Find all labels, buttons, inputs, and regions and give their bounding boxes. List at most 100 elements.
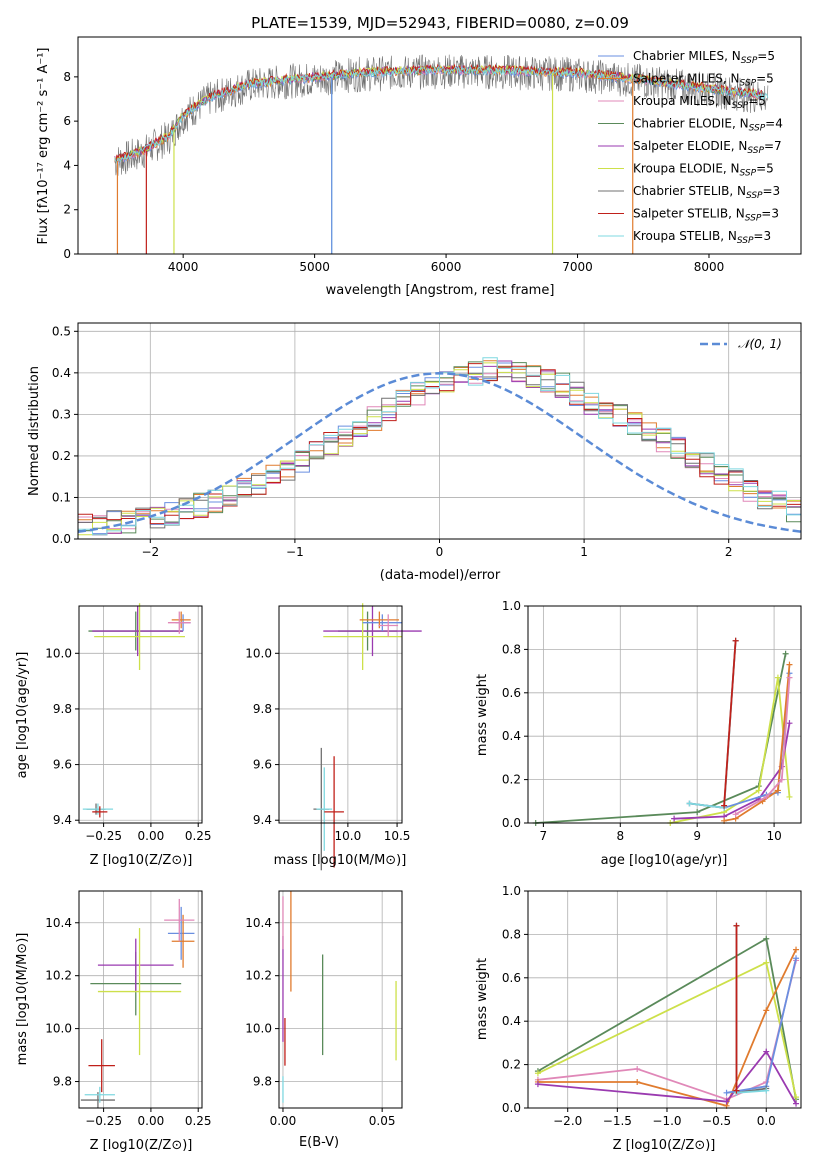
x-tick-label: 0.00	[138, 1114, 165, 1128]
y-tick-label: 10.0	[45, 646, 72, 660]
y-tick-label: 0.4	[502, 1014, 521, 1028]
x-tick-label: 0.05	[369, 1114, 396, 1128]
age-vs-metallicity-panel: −0.25 0.00 0.25 9.4 9.6 9.8 10.0 Z [log10(Z/Z⊙)…	[15, 603, 212, 868]
panel-xlabel: Z [log10(Z/Z⊙)]	[90, 853, 193, 868]
legend-label-cstelib: Chabrier STELIB, NSSP=3	[633, 184, 780, 201]
panel-ylabel: age [log10(age/yr)]	[15, 652, 30, 779]
y-tick-label: 10.4	[45, 916, 72, 930]
axes-frame	[278, 605, 403, 824]
x-tick-label: 2	[725, 545, 733, 559]
y-tick-label: 9.6	[253, 758, 272, 772]
panel-xlabel: Z [log10(Z/Z⊙)]	[613, 1138, 716, 1153]
histogram-step-kstelib	[78, 357, 801, 536]
x-tick-label: 0.25	[185, 1114, 212, 1128]
weight-marker-smiles	[634, 1078, 641, 1085]
legend-label-smiles: Salpeter MILES, NSSP=5	[633, 72, 774, 89]
y-tick-label: 10.4	[245, 916, 272, 930]
weight-marker-kelodie	[774, 674, 781, 681]
y-tick-label: 9.6	[53, 758, 72, 772]
axes-frame	[77, 36, 802, 255]
y-tick-label: 0.2	[52, 449, 71, 463]
weight-marker-sstelib	[733, 1087, 740, 1094]
y-tick-label: 0.0	[52, 532, 71, 546]
x-tick-label: 0.00	[138, 829, 165, 843]
histogram-ylabel: Normed distribution	[27, 366, 42, 496]
gaussian-curve	[77, 372, 802, 533]
y-tick-label: 9.8	[253, 702, 272, 716]
legend-label-selodie: Salpeter ELODIE, NSSP=7	[633, 139, 782, 156]
y-tick-label: 4	[63, 158, 71, 172]
y-tick-label: 9.8	[253, 1075, 272, 1089]
x-tick-label: 8	[616, 829, 624, 843]
x-tick-label: 5000	[299, 260, 330, 274]
spectrum-line-cstelib	[114, 54, 769, 176]
x-tick-label: 7000	[562, 260, 593, 274]
weight-marker-kelodie	[763, 959, 770, 966]
weight-marker-kelodie	[534, 1070, 541, 1077]
massweight-vs-age-panel: 7 8 9 10 0.0 0.2 0.4 0.6 0.8 1.0 age [log10(age/yr…	[502, 599, 802, 868]
histogram-xlabel: (data-model)/error	[380, 568, 501, 583]
y-tick-label: 0.0	[502, 816, 521, 830]
panel-ylabel: mass [log10(M/M⊙)]	[15, 933, 30, 1066]
x-tick-label: 7	[540, 829, 548, 843]
y-tick-label: 0.3	[52, 407, 71, 421]
y-tick-label: 0.5	[52, 324, 71, 338]
x-tick-label: −1.0	[652, 1114, 681, 1128]
y-tick-label: 0.6	[502, 686, 521, 700]
weight-marker-selodie	[793, 1100, 800, 1107]
weight-marker-cmiles	[723, 1089, 730, 1096]
axes-frame	[527, 605, 802, 824]
x-tick-label: −1.5	[603, 1114, 632, 1128]
weight-marker-kmiles	[786, 674, 793, 681]
y-tick-label: 0.8	[502, 927, 521, 941]
spectrum-panel: 4000 5000 6000 7000 8000 0 2 4 6 8 Chabrier MILES,…	[36, 36, 802, 274]
x-tick-label: 0	[436, 545, 444, 559]
y-tick-label: 0.1	[52, 490, 71, 504]
y-tick-label: 1.0	[502, 599, 521, 613]
weight-line-cstelib	[689, 640, 737, 809]
y-tick-label: 0.6	[502, 971, 521, 985]
x-tick-label: 1	[580, 545, 588, 559]
mass-vs-ebv-panel: 0.00 0.05 9.8 10.0 10.2 10.4	[245, 890, 403, 1128]
y-tick-label: 9.8	[53, 702, 72, 716]
panel-xlabel: mass [log10(M/M⊙)]	[274, 853, 407, 868]
weight-line-kelodie	[670, 677, 791, 824]
y-tick-label: 0.4	[502, 729, 521, 743]
y-tick-label: 10.2	[245, 969, 272, 983]
weight-marker-sstelib	[733, 922, 740, 929]
legend-label-celodie: Chabrier ELODIE, NSSP=4	[633, 117, 783, 134]
x-tick-label: 6000	[431, 260, 462, 274]
axes-frame	[78, 890, 203, 1109]
weight-marker-cmiles	[793, 955, 800, 962]
x-tick-label: −0.25	[85, 1114, 122, 1128]
y-tick-label: 2	[63, 203, 71, 217]
legend-label-cmiles: Chabrier MILES, NSSP=5	[633, 49, 775, 66]
x-tick-label: 9	[693, 829, 701, 843]
axes-frame	[78, 605, 203, 824]
y-tick-label: 10.2	[45, 969, 72, 983]
weight-line-selodie	[537, 1050, 797, 1105]
y-tick-label: 9.4	[253, 813, 272, 827]
weight-marker-kstelib	[686, 800, 693, 807]
residual-histogram-panel: −2 −1 0 1 2 0.0 0.1 0.2 0.3 0.4 0.5 𝒩(0, 1)	[52, 322, 802, 559]
weight-marker-smiles	[763, 1007, 770, 1014]
x-tick-label: 10	[766, 829, 781, 843]
mwage-ylabel: mass weight	[475, 674, 490, 756]
weight-marker-celodie	[694, 809, 701, 816]
x-tick-label: 0.0	[757, 1114, 776, 1128]
y-tick-label: 9.4	[53, 813, 72, 827]
x-tick-label: −2.0	[553, 1114, 582, 1128]
y-tick-label: 8	[63, 70, 71, 84]
weight-marker-celodie	[782, 650, 789, 657]
legend-label-kstelib: Kroupa STELIB, NSSP=3	[633, 229, 771, 246]
x-tick-label: −1	[286, 545, 304, 559]
weight-marker-smiles	[786, 661, 793, 668]
x-tick-label: 0.00	[270, 1114, 297, 1128]
legend-label-kelodie: Kroupa ELODIE, NSSP=5	[633, 162, 774, 179]
histogram-step-sstelib	[78, 363, 801, 525]
x-tick-label: 8000	[694, 260, 725, 274]
spectrum-title: PLATE=1539, MJD=52943, FIBERID=0080, z=0…	[251, 14, 629, 32]
y-tick-label: 0	[63, 247, 71, 261]
weight-marker-selodie	[723, 1098, 730, 1105]
